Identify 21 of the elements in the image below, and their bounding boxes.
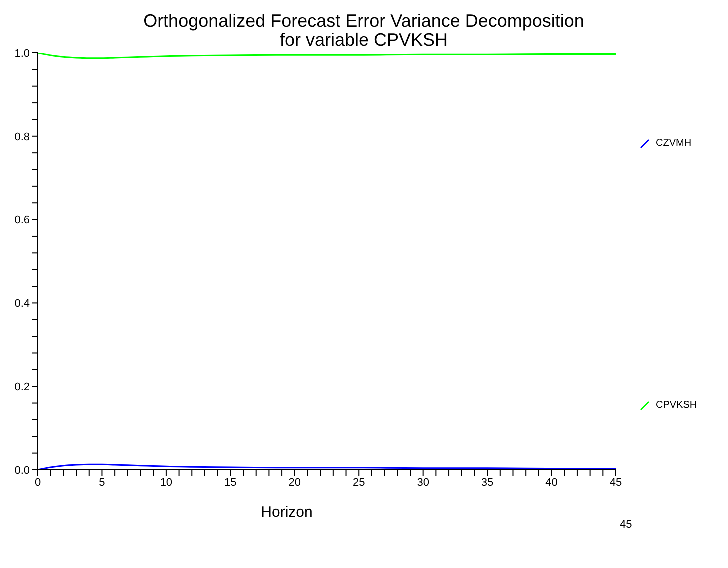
- y-tick-label: 0.8: [14, 131, 30, 144]
- y-tick-label: 0.0: [14, 464, 30, 477]
- x-tick-label: 40: [546, 476, 558, 489]
- legend-label: CZVMH: [656, 138, 692, 149]
- text: 45: [620, 519, 632, 531]
- x-tick-label: 5: [99, 476, 106, 489]
- y-tick-label: 1.0: [14, 48, 30, 60]
- x-tick-label: 10: [160, 476, 173, 489]
- x-tick-label: 35: [481, 476, 494, 489]
- y-tick-label: 0.2: [14, 382, 30, 394]
- x-tick-label: 25: [352, 476, 366, 489]
- y-tick-label: 0.4: [14, 298, 30, 310]
- x-tick-label: 15: [224, 476, 237, 489]
- x-tick-label: 45: [610, 476, 622, 489]
- chart-title: Orthogonalized Forecast Error Variance Decomposition for variable CPVKSH: [144, 11, 584, 50]
- x-tick-label: 0: [34, 476, 42, 489]
- x-tick-label: 20: [288, 476, 302, 489]
- x-tick-label: 30: [417, 476, 430, 489]
- x-axis-title: Horizon: [261, 504, 313, 521]
- y-tick-label: 0.6: [14, 214, 30, 227]
- legend-label: CPVKSH: [656, 400, 698, 411]
